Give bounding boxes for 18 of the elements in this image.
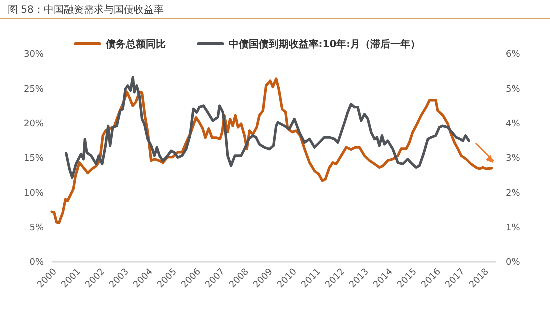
y2-tick-label: 1% [506,223,521,234]
y2-tick-label: 6% [506,50,521,60]
y2-tick-label: 5% [506,84,521,95]
chart-title: 图 58：中国融资需求与国债收益率 [8,4,164,16]
y-tick-label: 30% [24,50,44,60]
legend-label: 中债国债到期收益率:10年:月（滞后一年） [228,38,421,50]
legend-label: 债务总额同比 [104,38,166,50]
y2-tick-label: 4% [506,119,521,130]
y-tick-label: 20% [24,119,44,130]
y-tick-label: 5% [30,223,44,234]
y2-tick-label: 0% [506,258,521,268]
y2-tick-label: 2% [506,188,521,199]
y-tick-label: 25% [24,84,44,95]
y-tick-label: 0% [30,258,44,268]
line-series [65,76,470,180]
y-tick-label: 15% [24,154,44,164]
y-tick-label: 10% [24,188,44,199]
y2-tick-label: 3% [506,154,521,164]
